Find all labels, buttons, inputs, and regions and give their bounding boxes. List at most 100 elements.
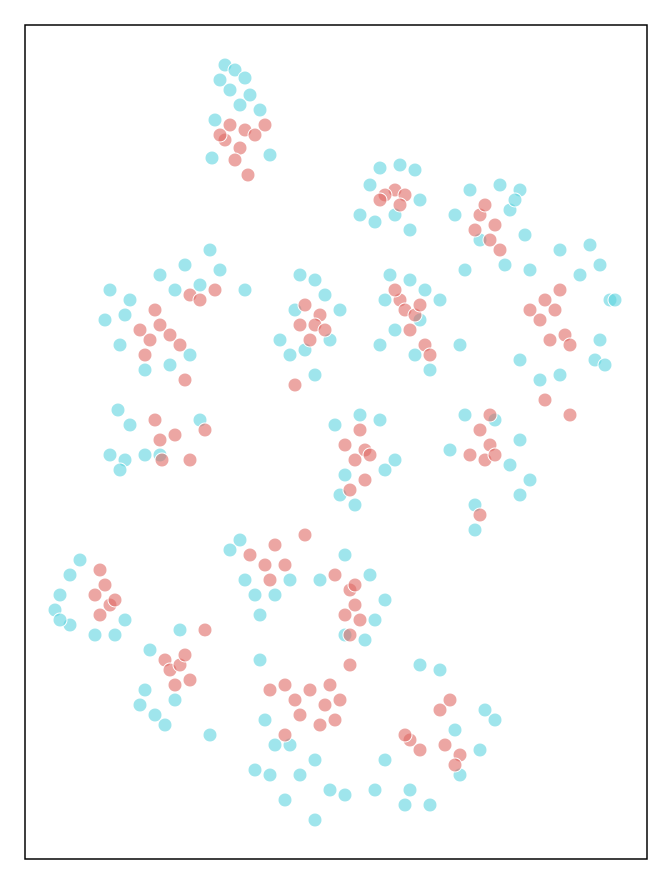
point [262, 682, 278, 698]
point [432, 702, 448, 718]
point [112, 462, 128, 478]
point [482, 232, 498, 248]
point [487, 217, 503, 233]
point [167, 427, 183, 443]
point [277, 727, 293, 743]
point [152, 267, 168, 283]
point [332, 302, 348, 318]
point [447, 757, 463, 773]
point [162, 327, 178, 343]
point [142, 332, 158, 348]
point [367, 612, 383, 628]
point [552, 367, 568, 383]
point [207, 112, 223, 128]
point [352, 612, 368, 628]
point [317, 287, 333, 303]
point [137, 447, 153, 463]
point [197, 622, 213, 638]
point [487, 712, 503, 728]
point [292, 767, 308, 783]
point [522, 262, 538, 278]
point [102, 447, 118, 463]
point [222, 117, 238, 133]
point [422, 797, 438, 813]
point [157, 717, 173, 733]
point [342, 627, 358, 643]
point [207, 282, 223, 298]
point [182, 672, 198, 688]
point [412, 742, 428, 758]
point [492, 177, 508, 193]
point [132, 697, 148, 713]
point [292, 707, 308, 723]
point [307, 367, 323, 383]
point [267, 587, 283, 603]
point [297, 297, 313, 313]
point [162, 357, 178, 373]
point [110, 402, 126, 418]
point [242, 87, 258, 103]
point [402, 222, 418, 238]
point [407, 162, 423, 178]
point [147, 412, 163, 428]
point [242, 547, 258, 563]
point [417, 282, 433, 298]
point [252, 607, 268, 623]
point [572, 267, 588, 283]
point [222, 542, 238, 558]
point [562, 337, 578, 353]
point [377, 592, 393, 608]
point [312, 717, 328, 733]
point [392, 157, 408, 173]
point [332, 692, 348, 708]
point [532, 372, 548, 388]
point [337, 467, 353, 483]
point [347, 577, 363, 593]
point [597, 357, 613, 373]
point [262, 572, 278, 588]
point [152, 317, 168, 333]
point [92, 607, 108, 623]
point [452, 337, 468, 353]
point [247, 587, 263, 603]
point [402, 782, 418, 798]
point [282, 572, 298, 588]
point [402, 272, 418, 288]
point [122, 417, 138, 433]
point [327, 567, 343, 583]
point [342, 657, 358, 673]
point [462, 182, 478, 198]
point [467, 222, 483, 238]
point [512, 487, 528, 503]
point [532, 312, 548, 328]
point [327, 712, 343, 728]
point [202, 242, 218, 258]
point [442, 442, 458, 458]
point [607, 292, 623, 308]
point [352, 407, 368, 423]
point [337, 547, 353, 563]
point [322, 782, 338, 798]
point [177, 372, 193, 388]
point [497, 257, 513, 273]
point [142, 642, 158, 658]
point [52, 587, 68, 603]
point [392, 197, 408, 213]
point [137, 347, 153, 363]
point [387, 322, 403, 338]
point [267, 737, 283, 753]
point [222, 82, 238, 98]
point [507, 192, 523, 208]
point [132, 322, 148, 338]
point [87, 587, 103, 603]
point [377, 752, 393, 768]
point [307, 752, 323, 768]
point [247, 762, 263, 778]
point [592, 332, 608, 348]
plot-frame [24, 24, 648, 860]
point [177, 647, 193, 663]
point [247, 127, 263, 143]
point [302, 332, 318, 348]
point [367, 782, 383, 798]
point [257, 712, 273, 728]
